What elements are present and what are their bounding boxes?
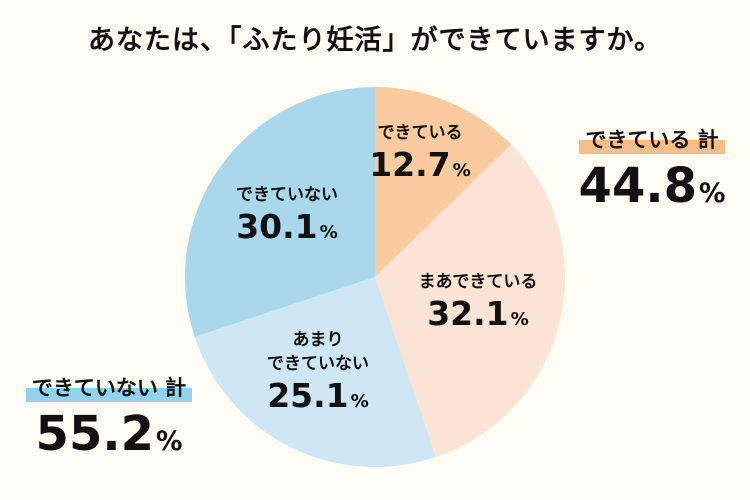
- total-not-done: できていない 計 55.2%: [18, 372, 200, 470]
- slice-label-1: まあできている 32.1%: [418, 272, 538, 333]
- total-done: できている 計 44.8%: [578, 128, 726, 214]
- chart-title: あなたは、「ふたり妊活」ができていますか。: [88, 25, 662, 56]
- pie-slice-0: [375, 87, 512, 277]
- slice-label-3: できていない 30.1%: [236, 185, 338, 246]
- slice-label-2: あまり できていない 25.1%: [267, 330, 369, 415]
- pie-slice-2: [194, 277, 436, 468]
- pie-slice-3: [184, 87, 375, 337]
- pie-slice-1: [375, 144, 565, 457]
- slice-label-0: できている 12.7%: [369, 123, 471, 184]
